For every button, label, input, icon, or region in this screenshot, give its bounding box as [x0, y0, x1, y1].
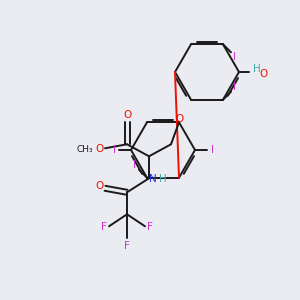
Text: F: F: [124, 241, 130, 251]
Text: I: I: [233, 52, 236, 62]
Text: CH₃: CH₃: [77, 145, 93, 154]
Text: O: O: [123, 110, 131, 120]
Text: H: H: [159, 174, 167, 184]
Text: I: I: [211, 145, 214, 155]
Text: F: F: [101, 222, 107, 232]
Text: O: O: [95, 181, 103, 191]
Text: N: N: [149, 174, 157, 184]
Text: O: O: [259, 69, 267, 79]
Text: I: I: [133, 160, 136, 170]
Text: I: I: [233, 82, 236, 92]
Text: O: O: [176, 114, 184, 124]
Text: F: F: [147, 222, 153, 232]
Text: O: O: [95, 144, 103, 154]
Text: H: H: [253, 64, 261, 74]
Text: I: I: [112, 145, 116, 155]
